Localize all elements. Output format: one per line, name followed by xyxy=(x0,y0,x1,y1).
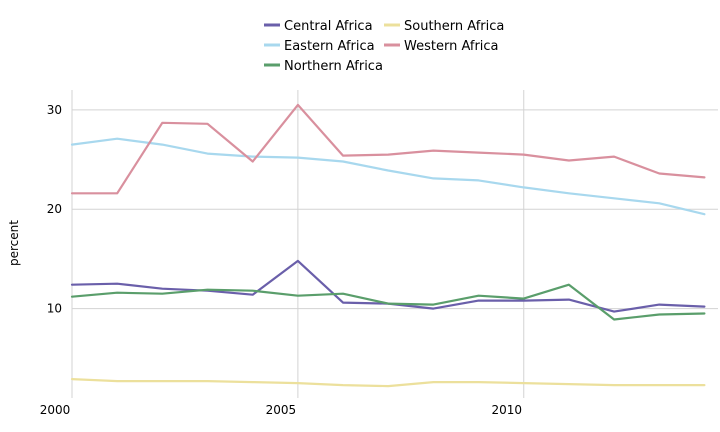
y-tick-label: 30 xyxy=(47,103,62,117)
tick-labels: 10 20 30 2000 2005 2010 xyxy=(40,103,522,417)
y-tick-label: 20 xyxy=(47,202,62,216)
y-axis-title: percent xyxy=(7,220,21,266)
legend-label-eastern-africa: Eastern Africa xyxy=(284,39,375,54)
x-tick-label: 2005 xyxy=(266,403,297,417)
legend-label-western-africa: Western Africa xyxy=(404,39,499,54)
y-tick-label: 10 xyxy=(47,302,62,316)
series-line-western-africa xyxy=(70,103,706,195)
series-line-southern-africa xyxy=(70,378,706,388)
gridlines xyxy=(71,90,718,398)
x-tick-label: 2000 xyxy=(40,403,71,417)
legend-label-northern-africa: Northern Africa xyxy=(284,59,383,74)
series-lines xyxy=(70,103,706,388)
series-line-eastern-africa xyxy=(70,137,706,216)
legend: Central Africa Eastern Africa Northern Afr… xyxy=(264,19,504,74)
x-tick-label: 2010 xyxy=(491,403,522,417)
legend-label-southern-africa: Southern Africa xyxy=(404,19,504,34)
legend-label-central-africa: Central Africa xyxy=(284,19,373,34)
series-line-northern-africa xyxy=(70,283,706,321)
